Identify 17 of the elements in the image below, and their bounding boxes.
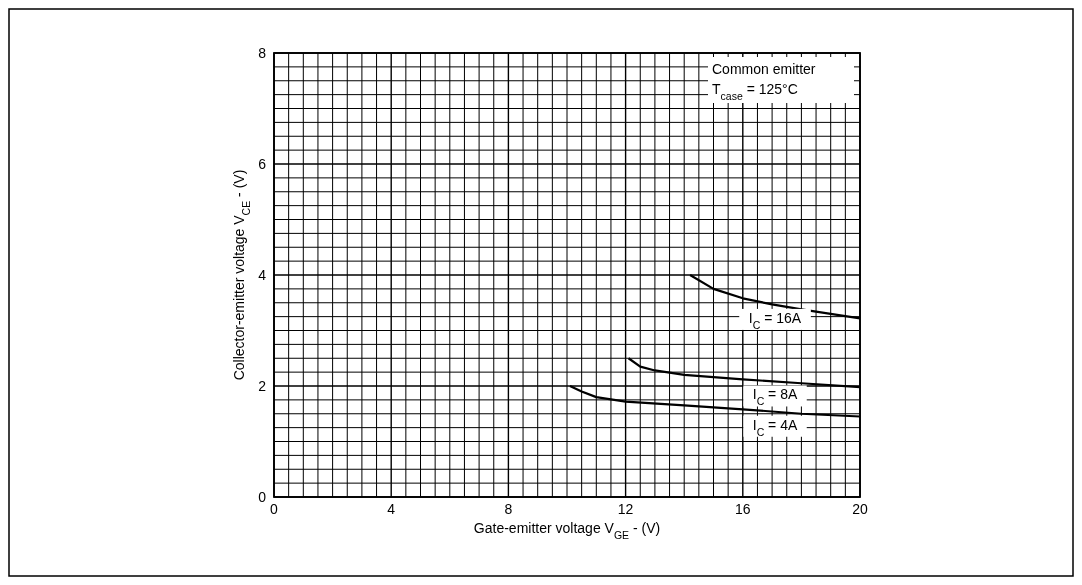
x-tick-label: 4 (387, 501, 396, 517)
y-tick-label: 0 (258, 489, 267, 505)
x-tick-label: 0 (270, 501, 279, 517)
annotation: T$_{case}$ = 125°C (712, 81, 798, 102)
y-tick-label: 8 (258, 45, 267, 61)
y-tick-label: 6 (258, 156, 267, 172)
x-tick-label: 12 (617, 501, 634, 517)
x-tick-label: 8 (504, 501, 513, 517)
series-label: I$_{C}$ = 8A (752, 386, 798, 408)
annotation: Common emitter (712, 61, 816, 77)
series-label: I$_{C}$ = 4A (752, 416, 798, 438)
y-tick-label: 4 (258, 267, 267, 283)
x-tick-label: 20 (852, 501, 868, 517)
y-tick-label: 2 (258, 378, 267, 394)
series-label: I$_{C}$ = 16A (748, 309, 802, 331)
x-tick-label: 16 (735, 501, 751, 517)
x-axis-title: Gate-emitter voltage V$_{GE}$ - (V) (473, 520, 661, 541)
